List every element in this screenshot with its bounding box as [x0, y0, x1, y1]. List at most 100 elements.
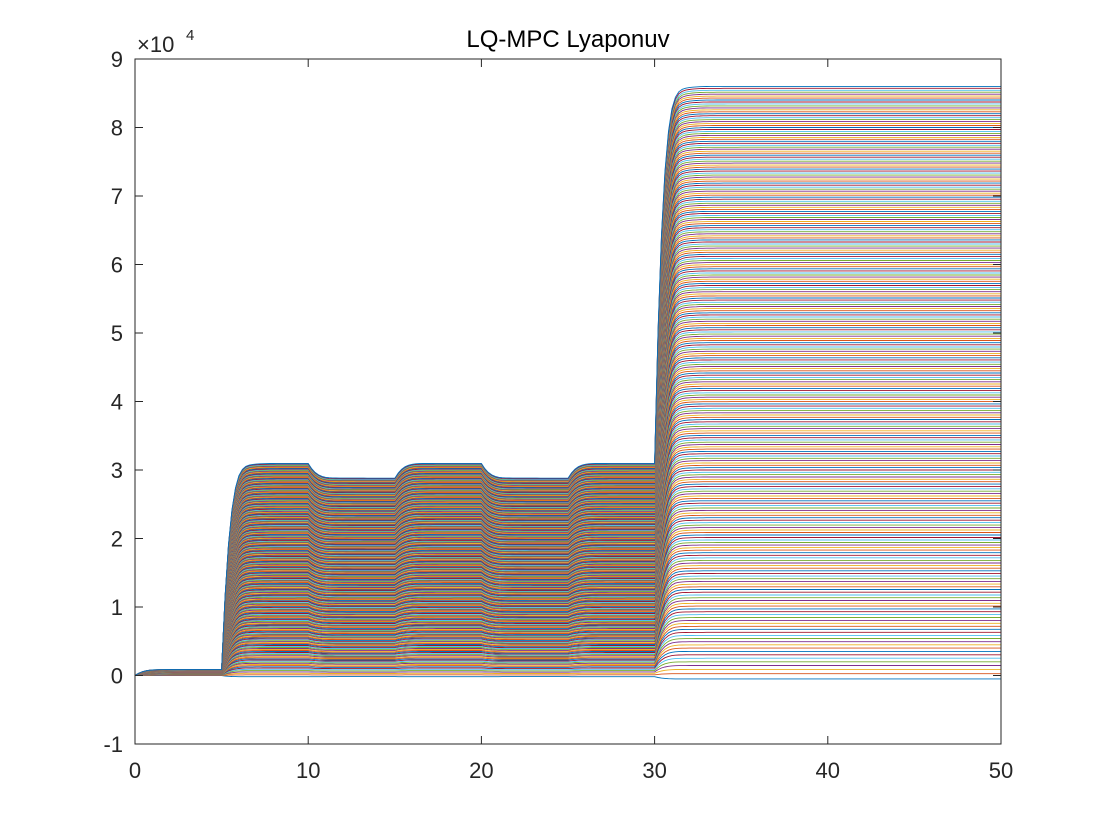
series-line: [135, 485, 1001, 676]
series-line: [135, 619, 1001, 676]
series-line: [135, 414, 1001, 676]
series-line: [135, 507, 1001, 676]
series-line: [135, 204, 1001, 676]
series-line: [135, 233, 1001, 676]
series-line: [135, 441, 1001, 676]
series-line: [135, 225, 1001, 676]
series-line: [135, 462, 1001, 676]
series-line: [135, 434, 1001, 676]
x-tick-label: 50: [989, 758, 1013, 783]
series-line: [135, 340, 1001, 676]
series-line: [135, 103, 1001, 676]
series-line: [135, 514, 1001, 676]
series-line: [135, 622, 1001, 676]
series-line: [135, 634, 1001, 676]
series-line: [135, 272, 1001, 676]
series-line: [135, 675, 1001, 680]
series-line: [135, 166, 1001, 676]
series-line: [135, 379, 1001, 676]
series-line: [135, 299, 1001, 676]
series-line: [135, 196, 1001, 676]
series-line: [135, 539, 1001, 676]
series-line: [135, 138, 1001, 676]
series-line: [135, 285, 1001, 676]
series-line: [135, 464, 1001, 676]
y-exponent-base: ×10: [137, 32, 174, 57]
series-line: [135, 554, 1001, 676]
series-line: [135, 392, 1001, 676]
series-line: [135, 111, 1001, 676]
series-line: [135, 192, 1001, 676]
series-line: [135, 374, 1001, 676]
series-line: [135, 214, 1001, 676]
x-tick-label: 10: [296, 758, 320, 783]
series-line: [135, 416, 1001, 676]
series-line: [135, 665, 1001, 676]
series-line: [135, 628, 1001, 676]
series-line: [135, 532, 1001, 676]
series-line: [135, 430, 1001, 676]
series-line: [135, 198, 1001, 676]
series-line: [135, 381, 1001, 676]
series-line: [135, 350, 1001, 676]
series-line: [135, 337, 1001, 676]
series-line: [135, 129, 1001, 676]
series-line: [135, 562, 1001, 676]
series-line: [135, 641, 1001, 676]
series-line: [135, 331, 1001, 676]
series-line: [135, 148, 1001, 676]
series-line: [135, 490, 1001, 676]
series-line: [135, 136, 1001, 676]
series-line: [135, 570, 1001, 676]
series-line: [135, 542, 1001, 676]
series-line: [135, 109, 1001, 676]
y-tick-label: 5: [111, 321, 123, 346]
series-line: [135, 586, 1001, 676]
series-line: [135, 512, 1001, 676]
series-line: [135, 212, 1001, 676]
y-tick-label: 1: [111, 595, 123, 620]
series-line: [135, 594, 1001, 676]
series-line: [135, 229, 1001, 676]
series-line: [135, 268, 1001, 676]
series-line: [135, 303, 1001, 676]
series-line: [135, 320, 1001, 676]
series-line: [135, 174, 1001, 676]
series-line: [135, 673, 1001, 676]
series-line: [135, 144, 1001, 676]
series-line: [135, 146, 1001, 676]
series-line: [135, 306, 1001, 676]
series-line: [135, 591, 1001, 676]
series-line: [135, 245, 1001, 676]
series-line: [135, 291, 1001, 676]
series-line: [135, 325, 1001, 676]
series-line: [135, 274, 1001, 676]
series-line: [135, 206, 1001, 676]
series-line: [135, 559, 1001, 676]
series-line: [135, 611, 1001, 676]
series-line: [135, 537, 1001, 676]
series-line: [135, 89, 1001, 676]
series-line: [135, 164, 1001, 676]
y-tick-label: 6: [111, 253, 123, 278]
series-line: [135, 208, 1001, 676]
series-line: [135, 450, 1001, 676]
series-line: [135, 407, 1001, 676]
series-line: [135, 432, 1001, 676]
series-line: [135, 170, 1001, 676]
series-line: [135, 280, 1001, 676]
series-line: [135, 182, 1001, 676]
series-line: [135, 517, 1001, 676]
series-line: [135, 497, 1001, 676]
series-line: [135, 544, 1001, 676]
series-line: [135, 363, 1001, 676]
series-line: [135, 557, 1001, 676]
chart-title: LQ-MPC Lyaponuv: [466, 26, 669, 53]
y-tick-label: -1: [103, 732, 123, 757]
series-line: [135, 125, 1001, 676]
series-line: [135, 509, 1001, 676]
series-line: [135, 210, 1001, 676]
series-line: [135, 631, 1001, 676]
series-line: [135, 396, 1001, 676]
series-line: [135, 344, 1001, 676]
